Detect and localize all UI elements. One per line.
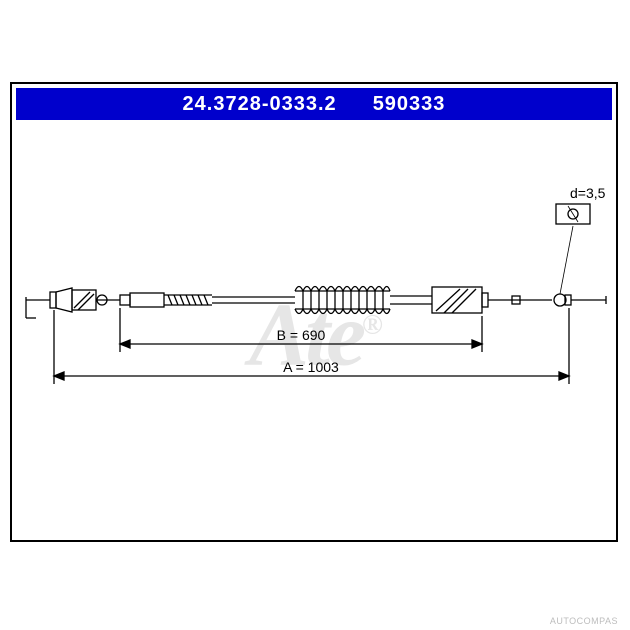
- bellows: [295, 287, 390, 314]
- dim-label-B: B = 690: [277, 327, 326, 343]
- dim-label-d: d=3,5: [570, 185, 606, 201]
- dim-label-A: A = 1003: [283, 359, 339, 375]
- footer-watermark: AUTOCOMPAS: [550, 616, 618, 626]
- detail-d: [556, 204, 590, 294]
- technical-drawing: B = 690 A = 1003 d=3,5: [12, 84, 616, 540]
- drawing-frame: 24.3728-0333.2 590333 Ate®: [10, 82, 618, 542]
